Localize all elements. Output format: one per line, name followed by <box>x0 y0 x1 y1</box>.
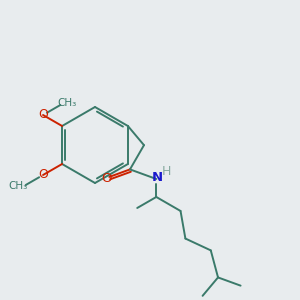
Text: H: H <box>162 166 171 178</box>
Text: O: O <box>38 109 48 122</box>
Text: O: O <box>101 172 112 185</box>
Text: CH₃: CH₃ <box>8 181 27 191</box>
Text: N: N <box>152 172 163 184</box>
Text: O: O <box>38 169 48 182</box>
Text: CH₃: CH₃ <box>58 98 77 108</box>
